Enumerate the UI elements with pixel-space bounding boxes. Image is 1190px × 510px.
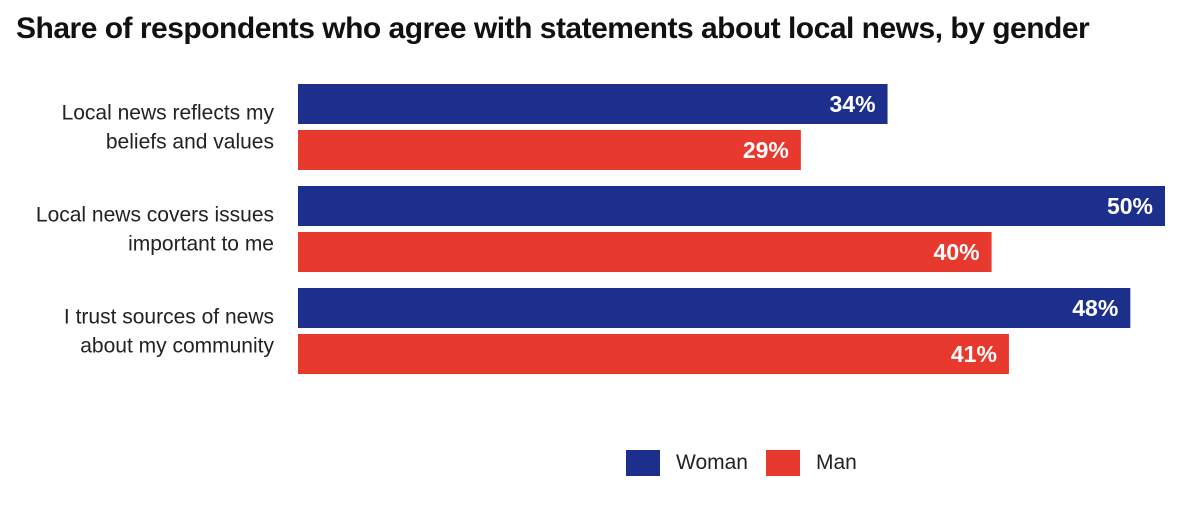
bar-woman-2 xyxy=(298,288,1131,328)
legend: Woman Man xyxy=(626,450,875,476)
bar-value-label-woman-0: 34% xyxy=(830,91,876,117)
legend-item-woman: Woman xyxy=(626,450,748,476)
bar-man-2 xyxy=(298,334,1009,374)
bar-value-label-man-0: 29% xyxy=(743,137,789,163)
legend-item-man: Man xyxy=(765,450,857,476)
bar-chart: 34% 29% Local news reflects my beliefs and … xyxy=(36,84,1165,374)
bar-man-1 xyxy=(298,232,992,272)
legend-swatch-man xyxy=(765,450,800,476)
category-label-line: Local news reflects my xyxy=(62,102,275,125)
bar-man-0 xyxy=(298,130,801,170)
legend-swatch-woman xyxy=(626,450,660,476)
category-label-line: I trust sources of news xyxy=(64,306,274,329)
bar-value-label-man-2: 41% xyxy=(951,341,997,367)
chart-title: Share of respondents who agree with stat… xyxy=(16,12,1090,45)
category-label-2: I trust sources of news about my communit… xyxy=(64,306,275,358)
bar-woman-0 xyxy=(298,84,888,124)
category-label-line: about my community xyxy=(80,335,274,358)
category-label-0: Local news reflects my beliefs and values xyxy=(62,102,275,154)
category-label-line: Local news covers issues xyxy=(36,204,274,227)
category-label-1: Local news covers issues important to me xyxy=(36,204,274,256)
category-label-line: important to me xyxy=(128,233,274,256)
bar-value-label-woman-2: 48% xyxy=(1072,295,1118,321)
bar-woman-1 xyxy=(298,186,1165,226)
legend-label-woman: Woman xyxy=(676,451,748,474)
category-label-line: beliefs and values xyxy=(106,131,274,154)
bar-value-label-man-1: 40% xyxy=(934,239,980,265)
bar-value-label-woman-1: 50% xyxy=(1107,193,1153,219)
legend-label-man: Man xyxy=(815,451,857,474)
